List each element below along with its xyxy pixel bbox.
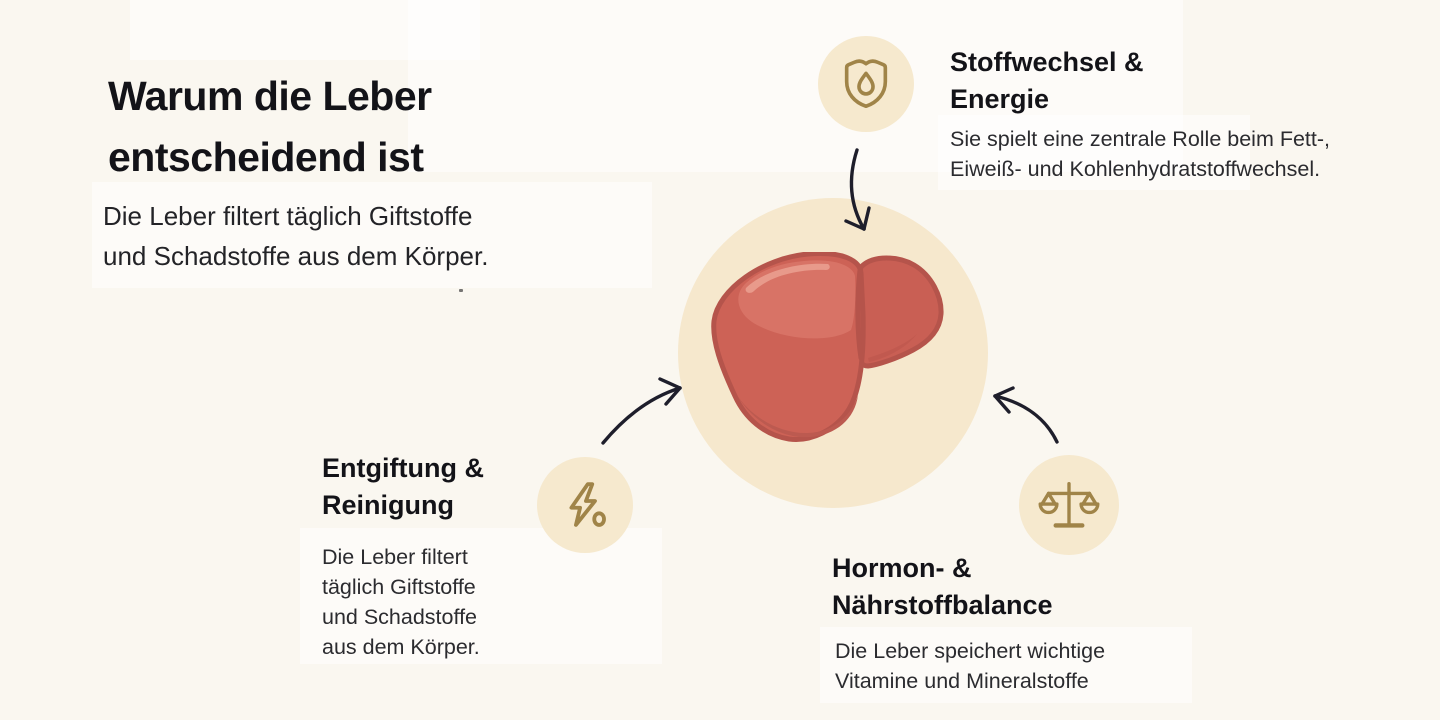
callout-title-line: Stoffwechsel &	[950, 47, 1144, 77]
callout-body-line: Die Leber filtert	[322, 545, 468, 569]
liver-illustration	[711, 252, 944, 442]
page-title-line2: entscheidend ist	[108, 134, 424, 180]
callout-title-line: Entgiftung &	[322, 453, 484, 483]
lightning-droplet-icon-circle	[537, 457, 633, 553]
page-subtitle-line2: und Schadstoffe aus dem Körper.	[103, 241, 489, 271]
balance-scale-icon	[1038, 481, 1100, 528]
callout-body-line: Vitamine und Mineralstoffe	[835, 669, 1089, 693]
callout-body: Die Leber speichert wichtige Vitamine un…	[835, 636, 1195, 696]
background-patch	[130, 0, 480, 60]
shield-droplet-icon	[844, 59, 888, 109]
page-subtitle: Die Leber filtert täglich Giftstoffe und…	[103, 196, 603, 276]
page-title: Warum die Leber entscheidend ist	[108, 66, 528, 188]
callout-body-line: Die Leber speichert wichtige	[835, 639, 1106, 663]
callout-body-line: täglich Giftstoffe	[322, 575, 476, 599]
balance-scale-icon-circle	[1019, 455, 1119, 555]
arrow-left	[601, 377, 682, 445]
callout-title-line: Energie	[950, 84, 1050, 114]
callout-title-line: Nährstoffbalance	[832, 590, 1053, 620]
callout-body: Die Leber filtert täglich Giftstoffe und…	[322, 542, 562, 662]
page-subtitle-line1: Die Leber filtert täglich Giftstoffe	[103, 201, 473, 231]
callout-title-line: Hormon- &	[832, 553, 972, 583]
callout-body: Sie spielt eine zentrale Rolle beim Fett…	[950, 124, 1380, 184]
page-title-line1: Warum die Leber	[108, 73, 432, 119]
callout-title-line: Reinigung	[322, 490, 454, 520]
arrow-right	[993, 386, 1059, 444]
callout-body-line: aus dem Körper.	[322, 635, 480, 659]
lightning-droplet-icon	[569, 482, 606, 527]
callout-body-line: und Schadstoffe	[322, 605, 478, 629]
callout-title: Entgiftung & Reinigung	[322, 450, 582, 524]
callout-body-line: Eiweiß- und Kohlenhydratstoffwechsel.	[950, 157, 1321, 181]
shield-droplet-icon-circle	[818, 36, 914, 132]
stray-dot	[459, 289, 463, 292]
callout-title: Stoffwechsel & Energie	[950, 44, 1290, 118]
callout-title: Hormon- & Nährstoffbalance	[832, 550, 1172, 624]
callout-body-line: Sie spielt eine zentrale Rolle beim Fett…	[950, 127, 1331, 151]
